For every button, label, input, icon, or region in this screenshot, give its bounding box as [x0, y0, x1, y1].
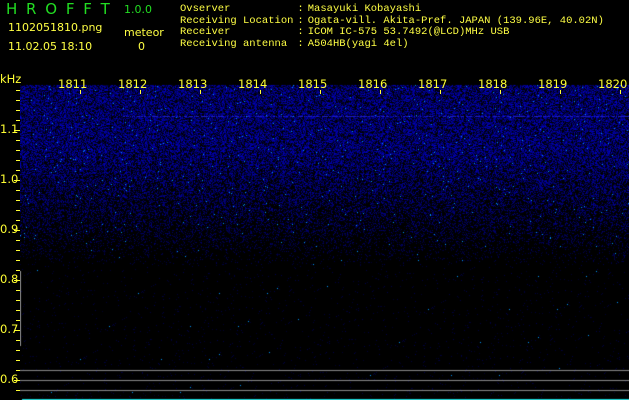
freq-tick-label: 1.0 — [0, 172, 19, 186]
freq-tick-label: 0.9 — [0, 222, 19, 236]
info-colon: : — [297, 26, 304, 39]
freq-tick-mark — [14, 280, 20, 281]
freq-tick-mark — [16, 340, 20, 341]
freq-tick-mark — [14, 130, 20, 131]
freq-tick-mark — [16, 210, 20, 211]
freq-tick-mark — [14, 380, 20, 381]
freq-tick-mark — [16, 320, 20, 321]
info-value: Masayuki Kobayashi — [307, 3, 422, 15]
info-colon: : — [297, 3, 304, 15]
time-tick-mark — [200, 90, 201, 94]
time-tick-mark — [80, 90, 81, 94]
meteor-count: 0 — [138, 40, 145, 53]
freq-tick-label: 1.1 — [0, 122, 19, 136]
freq-tick-mark — [16, 120, 20, 121]
filename: 1102051810.png — [8, 21, 103, 34]
datetime: 11.02.05 18:10 — [8, 40, 93, 53]
time-tick-label: 1818 — [478, 77, 508, 91]
freq-tick-label: 0.7 — [0, 322, 19, 336]
time-tick-mark — [440, 90, 441, 94]
freq-tick-mark — [16, 290, 20, 291]
time-tick-label: 1813 — [178, 77, 208, 91]
info-value: A504HB(yagi 4el) — [307, 38, 409, 51]
info-colon: : — [297, 38, 304, 51]
time-tick-mark — [320, 90, 321, 94]
freq-tick-mark — [16, 250, 20, 251]
freq-tick-mark — [16, 370, 20, 371]
freq-tick-mark — [16, 310, 20, 311]
time-tick-mark — [380, 90, 381, 94]
info-value: Ogata-vill. Akita-Pref. JAPAN (139.96E, … — [307, 14, 604, 27]
freq-tick-mark — [16, 100, 20, 101]
info-label: Receiving antenna — [180, 38, 288, 51]
info-colon: : — [297, 14, 304, 27]
freq-tick-mark — [16, 220, 20, 221]
y-unit-label: kHz — [0, 72, 22, 86]
spectrogram — [20, 79, 629, 400]
freq-tick-mark — [16, 140, 20, 141]
freq-tick-mark — [14, 230, 20, 231]
freq-tick-mark — [14, 180, 20, 181]
app-version: 1.0.0 — [124, 3, 152, 16]
time-tick-label: 1816 — [358, 77, 388, 91]
time-tick-mark — [620, 90, 621, 94]
freq-tick-mark — [16, 260, 20, 261]
freq-tick-mark — [16, 110, 20, 111]
time-tick-mark — [500, 90, 501, 94]
info-label: Receiving Location — [180, 14, 294, 27]
freq-tick-mark — [16, 150, 20, 151]
freq-tick-mark — [14, 330, 20, 331]
freq-tick-mark — [16, 270, 20, 271]
app-title: H R O F F T — [6, 0, 112, 18]
time-tick-label: 1817 — [418, 77, 448, 91]
time-tick-label: 1820 — [598, 77, 628, 91]
freq-tick-mark — [16, 160, 20, 161]
info-label: Ovserver — [180, 3, 231, 15]
time-tick-label: 1815 — [298, 77, 328, 91]
meteor-label: meteor — [124, 26, 164, 39]
freq-tick-mark — [16, 240, 20, 241]
freq-tick-mark — [16, 90, 20, 91]
freq-tick-label: 0.6 — [0, 372, 19, 386]
time-tick-mark — [140, 90, 141, 94]
freq-tick-mark — [16, 300, 20, 301]
time-tick-mark — [560, 90, 561, 94]
time-tick-mark — [260, 90, 261, 94]
time-tick-label: 1812 — [118, 77, 148, 91]
info-value: ICOM IC-575 53.7492(@LCD)MHz USB — [307, 26, 510, 39]
freq-tick-mark — [16, 360, 20, 361]
freq-tick-label: 0.8 — [0, 272, 19, 286]
time-tick-label: 1814 — [238, 77, 268, 91]
freq-tick-mark — [16, 200, 20, 201]
info-label: Receiver — [180, 26, 231, 39]
freq-tick-mark — [16, 170, 20, 171]
time-tick-label: 1819 — [538, 77, 568, 91]
freq-tick-mark — [16, 190, 20, 191]
station-info: Ovserver: Masayuki Kobayashi Receiving Lo… — [180, 3, 604, 51]
freq-tick-mark — [16, 390, 20, 391]
freq-tick-mark — [16, 350, 20, 351]
time-tick-label: 1811 — [58, 77, 88, 91]
